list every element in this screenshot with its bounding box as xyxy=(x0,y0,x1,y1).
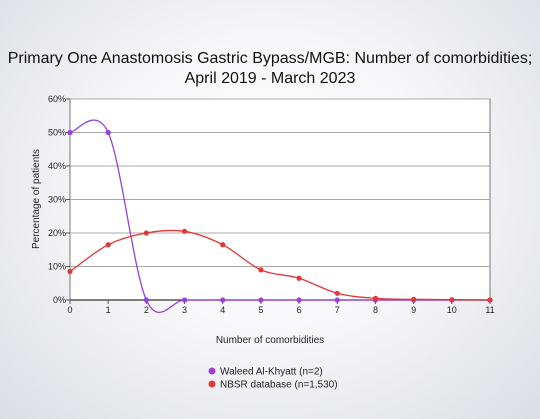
data-point-1 xyxy=(411,296,417,302)
x-tick-label: 5 xyxy=(258,305,263,315)
x-tick-label: 3 xyxy=(182,305,187,315)
data-point-1 xyxy=(372,295,379,301)
data-point-0 xyxy=(220,297,226,303)
chart-title-line-2: April 2019 - March 2023 xyxy=(185,70,356,87)
x-tick-label: 1 xyxy=(106,305,111,315)
x-tick-label: 0 xyxy=(67,305,72,315)
x-tick-label: 9 xyxy=(411,305,416,315)
x-tick-label: 11 xyxy=(485,305,494,315)
legend-marker-nbsr xyxy=(208,380,216,388)
y-tick-label: 10% xyxy=(48,262,66,272)
data-point-0 xyxy=(67,129,73,136)
data-point-1 xyxy=(334,290,340,296)
x-tick-label: 8 xyxy=(373,305,378,315)
y-tick-labels: 0% 10% 20% 30% 40% 50% 60% xyxy=(48,94,66,305)
legend-label-nbsr: NBSR database (n=1,530) xyxy=(220,380,338,391)
data-point-1 xyxy=(67,268,73,275)
y-tick-label: 40% xyxy=(48,161,66,171)
x-tick-label: 6 xyxy=(297,305,302,315)
x-tick-label: 2 xyxy=(144,305,149,315)
data-point-1 xyxy=(143,230,149,236)
data-point-0 xyxy=(143,297,149,303)
y-tick-label: 0% xyxy=(53,295,66,305)
x-axis-label: Number of comorbidities xyxy=(216,335,324,346)
data-point-1 xyxy=(258,267,264,273)
data-point-0 xyxy=(296,297,302,303)
y-tick-label: 20% xyxy=(48,228,66,238)
data-point-1 xyxy=(181,228,188,234)
data-point-1 xyxy=(296,275,302,281)
x-tick-label: 10 xyxy=(447,305,457,315)
x-tick-label: 4 xyxy=(220,305,225,315)
y-tick-label: 60% xyxy=(48,94,66,104)
data-point-1 xyxy=(105,242,111,248)
y-tick-label: 30% xyxy=(48,195,66,205)
data-point-0 xyxy=(181,297,188,303)
data-point-0 xyxy=(334,297,340,303)
data-point-0 xyxy=(258,297,264,303)
series-line-1 xyxy=(69,229,491,301)
y-tick-label: 50% xyxy=(48,128,66,138)
legend-marker-waleed xyxy=(208,367,216,375)
data-point-1 xyxy=(220,242,226,248)
data-point-1 xyxy=(487,297,493,303)
chart-title-line-1: Primary One Anastomosis Gastric Bypass/M… xyxy=(8,50,533,67)
data-point-0 xyxy=(105,129,111,136)
data-point-1 xyxy=(449,297,455,303)
y-axis-label: Percentage of patients xyxy=(31,149,42,249)
legend-label-waleed: Waleed Al-Khyatt (n=2) xyxy=(220,367,323,378)
x-tick-labels: 0 1 2 3 4 5 6 7 8 9 10 11 xyxy=(67,305,494,315)
series-group xyxy=(67,119,493,314)
legend: Waleed Al-Khyatt (n=2) NBSR database (n=… xyxy=(208,367,338,391)
x-tick-label: 7 xyxy=(335,305,340,315)
